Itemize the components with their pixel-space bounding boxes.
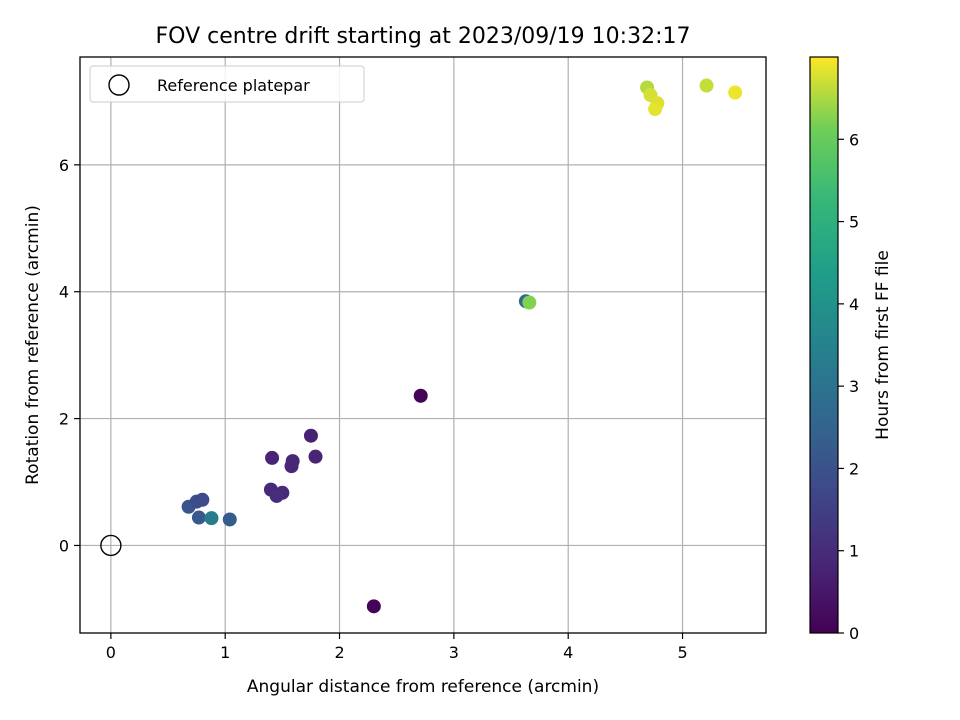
colorbar-tick-label: 4 — [849, 295, 859, 314]
colorbar-tick-label: 2 — [849, 459, 859, 478]
colorbar-gradient — [809, 56, 839, 634]
data-point — [191, 510, 206, 525]
data-point — [303, 428, 318, 443]
colorbar-tick-label: 3 — [849, 377, 859, 396]
y-tick-label: 2 — [59, 410, 69, 429]
x-tick-label: 3 — [449, 643, 459, 662]
data-point — [308, 449, 323, 464]
x-tick-label: 1 — [220, 643, 230, 662]
colorbar-tick-label: 1 — [849, 542, 859, 561]
x-tick-label: 0 — [106, 643, 116, 662]
x-tick-label: 2 — [334, 643, 344, 662]
x-ticks: 0 1 2 3 4 5 — [106, 633, 688, 662]
y-axis-label: Rotation from reference (arcmin) — [23, 205, 43, 485]
colorbar-tick-label: 5 — [849, 213, 859, 232]
data-point — [222, 512, 237, 527]
colorbar-tick-label: 6 — [849, 130, 859, 149]
data-point — [699, 78, 714, 93]
colorbar-tick-label: 0 — [849, 624, 859, 643]
data-points — [181, 78, 743, 614]
reference-marker — [100, 534, 122, 557]
colorbar-label: Hours from first FF file — [873, 250, 893, 440]
y-tick-label: 6 — [59, 156, 69, 175]
data-point — [265, 450, 280, 465]
legend-box — [89, 65, 365, 103]
data-point — [269, 488, 284, 503]
x-tick-label: 5 — [677, 643, 687, 662]
grid — [80, 57, 766, 633]
legend-marker — [108, 74, 130, 96]
y-tick-label: 4 — [59, 283, 69, 302]
data-point — [284, 459, 299, 474]
data-point — [648, 102, 663, 117]
data-point — [522, 295, 537, 310]
x-tick-label: 4 — [563, 643, 573, 662]
data-point — [366, 599, 381, 614]
colorbar-ticks: 0 1 2 3 4 5 6 — [838, 130, 859, 643]
y-tick-label: 0 — [59, 536, 69, 555]
data-point — [195, 492, 210, 507]
legend: Reference platepar — [89, 65, 365, 103]
chart-title: FOV centre drift starting at 2023/09/19 … — [156, 24, 691, 49]
data-point — [413, 388, 428, 403]
colorbar: 0 1 2 3 4 5 6 Hours from first FF file — [809, 56, 893, 643]
x-axis-label: Angular distance from reference (arcmin) — [247, 677, 599, 697]
legend-label: Reference platepar — [157, 76, 310, 95]
reference-marker-group — [100, 534, 122, 557]
data-point — [728, 85, 743, 100]
y-ticks: 0 2 4 6 — [59, 156, 80, 555]
plot-frame — [79, 56, 767, 634]
data-point — [204, 511, 219, 526]
